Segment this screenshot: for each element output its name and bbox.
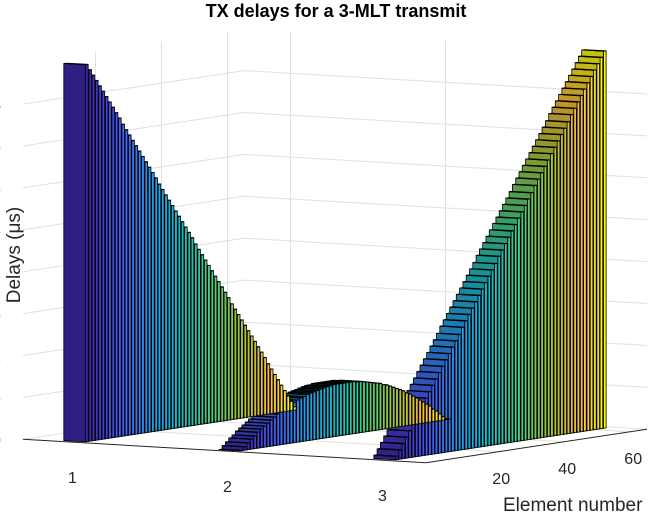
- bar: [63, 62, 89, 443]
- element-tick-label: 60: [624, 451, 642, 468]
- z-tick-label: 3: [0, 181, 1, 198]
- z-tick-label: 1: [0, 349, 1, 366]
- chart-title: TX delays for a 3-MLT transmit: [206, 1, 467, 21]
- z-tick-label: 2.5: [0, 223, 1, 240]
- axes: [22, 428, 648, 464]
- transmit-tick-label: 3: [378, 488, 387, 505]
- element-tick-label: 20: [492, 471, 510, 488]
- z-tick-label: 1.5: [0, 307, 1, 324]
- element-tick-label: 40: [558, 461, 576, 478]
- bars: [63, 49, 607, 461]
- bar: [218, 448, 244, 452]
- x-axis-label: Element number: [503, 495, 643, 514]
- z-tick-label: 0: [0, 432, 1, 449]
- tick-labels: 0 0.5 1 1.5 2 2.5 3 3.5 4 1 2 3 20 40 60: [0, 97, 642, 505]
- z-tick-label: 4: [0, 97, 1, 114]
- bar: [373, 454, 399, 461]
- z-tick-label: 2: [0, 265, 1, 282]
- transmit-tick-label: 1: [68, 470, 77, 487]
- z-tick-label: 0.5: [0, 390, 1, 407]
- z-axis-label: Delays (μs): [4, 207, 25, 303]
- z-tick-label: 3.5: [0, 139, 1, 156]
- transmit-tick-label: 2: [223, 479, 232, 496]
